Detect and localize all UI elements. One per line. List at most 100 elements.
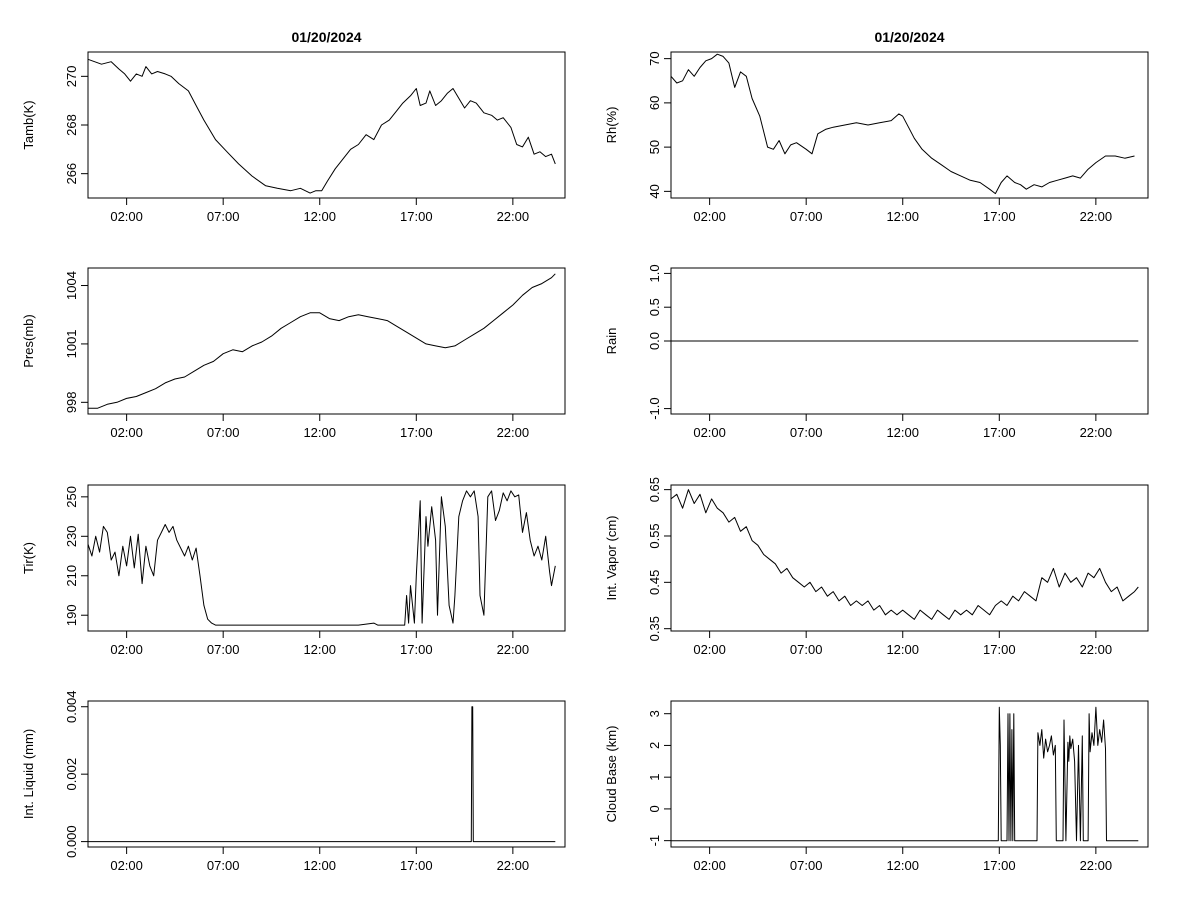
x-tick-label: 02:00 [110,425,143,440]
chart-panel-7: 02:00 07:00 12:00 17:00 22:00 0.000 0.002 0.004… [21,690,566,873]
y-tick-label: 50 [647,140,662,154]
x-tick-label: 22:00 [497,642,530,657]
x-tick-label: 22:00 [1080,642,1113,657]
y-tick-label: 998 [64,391,79,413]
y-tick-label: 1001 [64,329,79,358]
x-tick-label: 17:00 [400,425,433,440]
y-axis-label: Rain [604,328,619,355]
y-tick-label: 0.002 [64,758,79,791]
x-tick-label: 02:00 [110,858,143,873]
y-tick-label: 0.35 [647,616,662,641]
y-tick-label: 210 [64,565,79,587]
chart-panel-2: 01/20/2024 02:00 07:00 12:00 17:00 22:00 40 50 6… [604,29,1149,224]
y-tick-label: 268 [64,114,79,136]
x-tick-label: 17:00 [983,209,1016,224]
x-tick-label: 17:00 [983,858,1016,873]
x-tick-label: 12:00 [303,209,336,224]
x-tick-label: 22:00 [1080,858,1113,873]
y-axis-label: Tir(K) [21,542,36,574]
plot-frame [670,700,1149,848]
x-tick-label: 12:00 [886,425,919,440]
data-line [87,490,556,626]
y-tick-label: 1 [647,774,662,781]
x-tick-label: 07:00 [790,858,823,873]
y-tick-label: 3 [647,710,662,717]
y-tick-label: 230 [64,525,79,547]
x-tick-label: 02:00 [693,209,726,224]
y-tick-label: -1 [647,835,662,847]
plot-frame [87,267,566,415]
x-tick-label: 17:00 [983,642,1016,657]
x-tick-label: 12:00 [303,858,336,873]
x-tick-label: 22:00 [497,209,530,224]
y-tick-label: 266 [64,163,79,185]
x-tick-label: 12:00 [303,642,336,657]
y-tick-label: 40 [647,184,662,198]
y-axis-label: Int. Liquid (mm) [21,729,36,819]
x-tick-label: 22:00 [1080,425,1113,440]
x-tick-label: 02:00 [110,209,143,224]
data-line [87,58,556,194]
y-tick-label: 0.5 [647,298,662,316]
y-tick-label: 0.004 [64,690,79,723]
x-tick-label: 17:00 [400,858,433,873]
data-line [88,273,556,409]
data-line [670,489,1139,620]
x-tick-label: 02:00 [693,642,726,657]
data-line [670,53,1135,195]
x-tick-label: 07:00 [790,642,823,657]
y-tick-label: 70 [647,51,662,65]
plot-frame [87,700,566,848]
plot-frame [87,51,566,199]
y-tick-label: 0.0 [647,332,662,350]
plot-frame [670,484,1149,632]
chart-title: 01/20/2024 [874,29,944,45]
x-tick-label: 17:00 [983,425,1016,440]
chart-panel-3: 02:00 07:00 12:00 17:00 22:00 998 1001 1004 Pres… [21,267,566,440]
y-tick-label: 0.55 [647,523,662,548]
x-tick-label: 17:00 [400,642,433,657]
y-tick-label: 0 [647,805,662,812]
x-tick-label: 12:00 [886,209,919,224]
x-tick-label: 07:00 [790,209,823,224]
data-line [88,706,556,843]
x-tick-label: 12:00 [303,425,336,440]
y-axis-label: Rh(%) [604,107,619,144]
x-tick-label: 07:00 [207,425,240,440]
y-axis-label: Pres(mb) [21,314,36,367]
y-tick-label: 270 [64,65,79,87]
chart-panel-4: 02:00 07:00 12:00 17:00 22:00 -1.0 0.0 0.5 1.0 Ra… [604,264,1149,440]
y-tick-label: 0.000 [64,825,79,858]
chart-panel-5: 02:00 07:00 12:00 17:00 22:00 190 210 230 250 Tir… [21,484,566,657]
y-tick-label: 0.45 [647,570,662,595]
y-tick-label: 0.65 [647,477,662,502]
chart-panel-6: 02:00 07:00 12:00 17:00 22:00 0.35 0.45 0.55 0.6… [604,477,1149,657]
y-axis-label: Int. Vapor (cm) [604,515,619,600]
y-axis-label: Cloud Base (km) [604,726,619,823]
x-tick-label: 02:00 [693,425,726,440]
chart-panel-8: 02:00 07:00 12:00 17:00 22:00 -1 0 1 2 3 Cloud Bas… [604,700,1149,873]
x-tick-label: 07:00 [790,425,823,440]
x-tick-label: 22:00 [497,858,530,873]
x-tick-label: 22:00 [497,425,530,440]
y-tick-label: 190 [64,604,79,626]
y-tick-label: -1.0 [647,397,662,419]
y-tick-label: 60 [647,96,662,110]
chart-title: 01/20/2024 [291,29,361,45]
x-tick-label: 12:00 [886,858,919,873]
y-tick-label: 1004 [64,271,79,300]
plot-frame [87,484,566,632]
x-tick-label: 07:00 [207,858,240,873]
data-line [671,706,1139,842]
x-tick-label: 02:00 [693,858,726,873]
y-tick-label: 1.0 [647,264,662,282]
x-tick-label: 07:00 [207,642,240,657]
x-tick-label: 17:00 [400,209,433,224]
plot-frame [670,51,1149,199]
x-tick-label: 22:00 [1080,209,1113,224]
y-axis-label: Tamb(K) [21,100,36,149]
x-tick-label: 12:00 [886,642,919,657]
y-tick-label: 250 [64,486,79,508]
chart-panel-1: 01/20/2024 02:00 07:00 12:00 17:00 22:00 266 26… [21,29,566,224]
